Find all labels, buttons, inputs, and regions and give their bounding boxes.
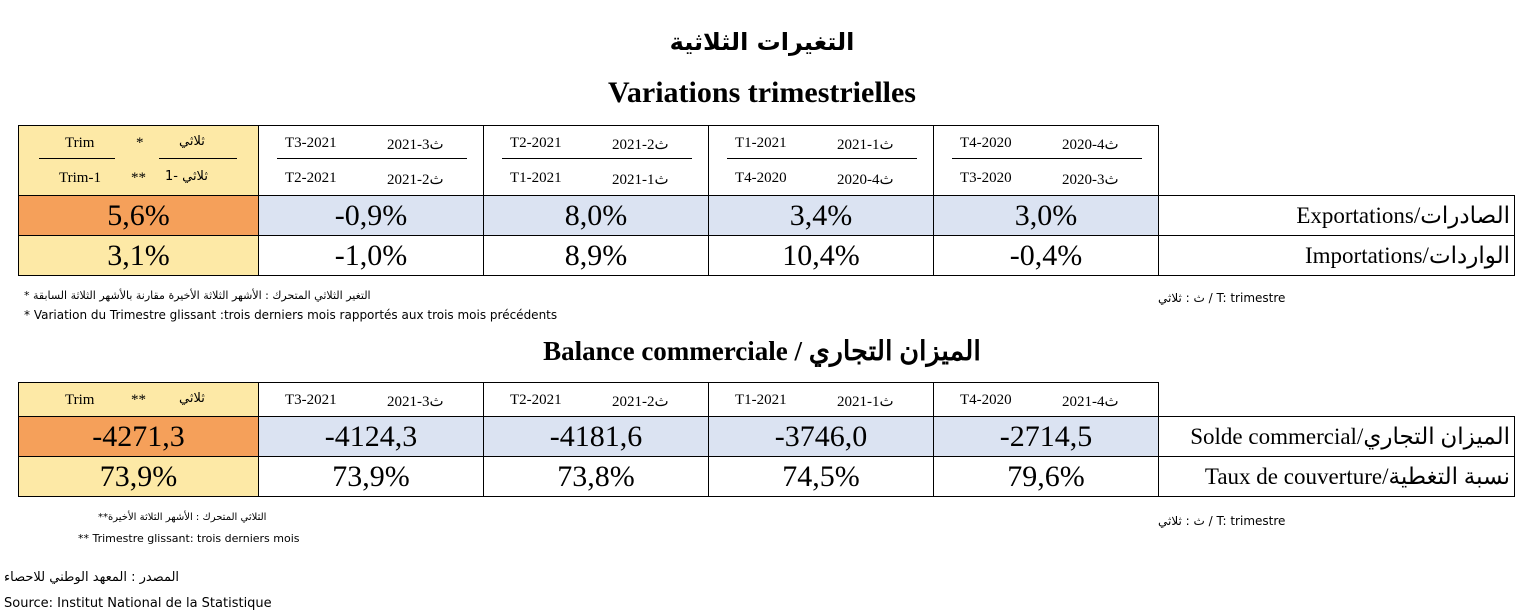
title-french: Variations trimestrielles xyxy=(608,76,916,109)
row-label: Solde commercial/الميزان التجاري xyxy=(1158,416,1515,457)
title-balance: Balance commerciale / الميزان التجاري xyxy=(543,336,981,366)
note-arabic-1: التغير الثلاثي المتحرك : الأشهر الثلاثة … xyxy=(24,289,371,302)
value-cell: -2714,5 xyxy=(933,416,1159,457)
value-cell: -4124,3 xyxy=(258,416,484,457)
col-header-1: T2-2021 ث2-2021 xyxy=(483,382,709,417)
corner-trim: Trim xyxy=(65,135,95,151)
row-label: Exportations/الصادرات xyxy=(1158,195,1515,236)
value-cell: 73,8% xyxy=(483,456,709,497)
rolling-value: 3,1% xyxy=(18,235,259,276)
col-header-0: T3-2021 ث3-2021 xyxy=(258,382,484,417)
variations-table: Trim * ثلاثي Trim-1 ** ثلاثي -1 T3-2021 … xyxy=(18,125,1515,276)
note-arabic-2: الثلاثي المتحرك : الأشهر الثلاثة الأخيرة… xyxy=(98,512,267,523)
value-cell: 8,9% xyxy=(483,235,709,276)
row-label: Importations/الواردات xyxy=(1158,235,1515,276)
balance-table: Trim ** ثلاثي T3-2021 ث3-2021 T2-2021 ث2… xyxy=(18,382,1515,497)
corner-header-2: Trim ** ثلاثي xyxy=(18,382,259,417)
note-french-2: ** Trimestre glissant: trois derniers mo… xyxy=(78,532,300,545)
value-cell: 3,0% xyxy=(933,195,1159,236)
row-label: Taux de couverture/نسبة التغطية xyxy=(1158,456,1515,497)
legend-2: ث : ثلاثي / T: trimestre xyxy=(1158,514,1286,528)
rolling-value: 5,6% xyxy=(18,195,259,236)
corner-header: Trim * ثلاثي Trim-1 ** ثلاثي -1 xyxy=(18,125,259,196)
rolling-value: 73,9% xyxy=(18,456,259,497)
corner-star: * xyxy=(136,135,144,151)
table-row: 5,6% -0,9% 8,0% 3,4% 3,0% Exportations/ا… xyxy=(18,195,1515,236)
value-cell: 8,0% xyxy=(483,195,709,236)
value-cell: -1,0% xyxy=(258,235,484,276)
value-cell: 73,9% xyxy=(258,456,484,497)
source-french: Source: Institut National de la Statisti… xyxy=(4,596,272,611)
col-header-3: T4-2020 ث4-2021 xyxy=(933,382,1159,417)
table-row: 3,1% -1,0% 8,9% 10,4% -0,4% Importations… xyxy=(18,235,1515,276)
value-cell: 79,6% xyxy=(933,456,1159,497)
note-french-1: * Variation du Trimestre glissant :trois… xyxy=(24,308,558,322)
value-cell: -4181,6 xyxy=(483,416,709,457)
value-cell: 74,5% xyxy=(708,456,934,497)
col-header-0: T3-2021 ث3-2021 T2-2021 ث2-2021 xyxy=(258,125,484,196)
corner-star2: ** xyxy=(131,170,146,186)
col-header-2: T1-2021 ث1-2021 xyxy=(708,382,934,417)
value-cell: -3746,0 xyxy=(708,416,934,457)
col-header-1: T2-2021 ث2-2021 T1-2021 ث1-2021 xyxy=(483,125,709,196)
value-cell: 10,4% xyxy=(708,235,934,276)
table-row: -4271,3 -4124,3 -4181,6 -3746,0 -2714,5 … xyxy=(18,416,1515,457)
corner-thulathi: ثلاثي xyxy=(179,134,205,149)
legend-1: ث : ثلاثي / T: trimestre xyxy=(1158,291,1286,305)
rolling-value: -4271,3 xyxy=(18,416,259,457)
corner-trim-1: Trim-1 xyxy=(59,170,101,186)
col-header-2: T1-2021 ث1-2021 T4-2020 ث4-2020 xyxy=(708,125,934,196)
value-cell: -0,9% xyxy=(258,195,484,236)
table-row: 73,9% 73,9% 73,8% 74,5% 79,6% Taux de co… xyxy=(18,456,1515,497)
corner-thulathi-1: ثلاثي -1 xyxy=(165,169,208,184)
value-cell: -0,4% xyxy=(933,235,1159,276)
source-arabic: المصدر : المعهد الوطني للاحصاء xyxy=(4,570,180,585)
col-header-3: T4-2020 ث4-2020 T3-2020 ث3-2020 xyxy=(933,125,1159,196)
title-arabic: التغيرات الثلاثية xyxy=(669,28,855,56)
value-cell: 3,4% xyxy=(708,195,934,236)
